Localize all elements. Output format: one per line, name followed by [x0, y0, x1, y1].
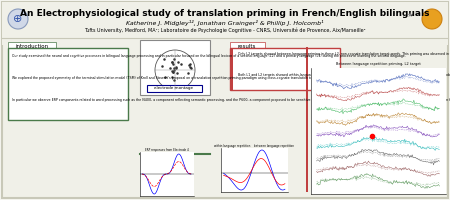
Text: ⊕: ⊕	[14, 14, 22, 24]
Text: electrode montage: electrode montage	[154, 86, 194, 90]
Text: Katherine J. Midgley¹², Jonathan Grainger² & Phillip J. Holcomb¹: Katherine J. Midgley¹², Jonathan Grainge…	[126, 20, 324, 26]
FancyBboxPatch shape	[230, 48, 340, 90]
Text: ★: ★	[407, 12, 413, 18]
FancyBboxPatch shape	[8, 48, 128, 120]
Title: ERP responses from Electrode 4: ERP responses from Electrode 4	[144, 148, 189, 152]
Title: Between language repetition priming, L2 target: Between language repetition priming, L2 …	[336, 62, 420, 66]
Text: introduction: introduction	[15, 44, 49, 48]
Text: Tufts University, Medford, MA¹; Laboratoire de Psychologie Cognitive - CNRS, Uni: Tufts University, Medford, MA¹; Laborato…	[84, 27, 366, 33]
Text: We explored the proposed symmetry of the terminal stimulation model (TSM) of Kro: We explored the proposed symmetry of the…	[12, 76, 330, 80]
Text: An Electrophysiological study of translation priming in French/English bilingual: An Electrophysiological study of transla…	[20, 9, 430, 19]
Bar	[2, 2, 448, 45]
FancyBboxPatch shape	[2, 2, 448, 198]
Text: Our study examined the neural and cognitive processes in bilingual language proc: Our study examined the neural and cognit…	[12, 54, 406, 58]
Bar	[230, 42, 265, 50]
Bar	[230, 48, 233, 90]
Circle shape	[155, 50, 195, 90]
Circle shape	[8, 9, 28, 29]
Text: Only L2 targets showed between-language priming in these L2, non-cognate transla: Only L2 targets showed between-language …	[238, 52, 450, 56]
Bar	[147, 85, 202, 92]
FancyBboxPatch shape	[140, 40, 210, 95]
Circle shape	[422, 9, 442, 29]
Bar	[8, 42, 56, 50]
Title: within language repetition    between language repetition: within language repetition between langu…	[214, 144, 294, 148]
Text: In particular we observe ERP components related to word processing such as the N: In particular we observe ERP components …	[12, 98, 450, 102]
Text: results: results	[238, 44, 256, 48]
Bar	[306, 47, 308, 192]
Text: Both L1 and L2 targets showed within-language repetition priming in both the N40: Both L1 and L2 targets showed within-lan…	[238, 73, 450, 77]
